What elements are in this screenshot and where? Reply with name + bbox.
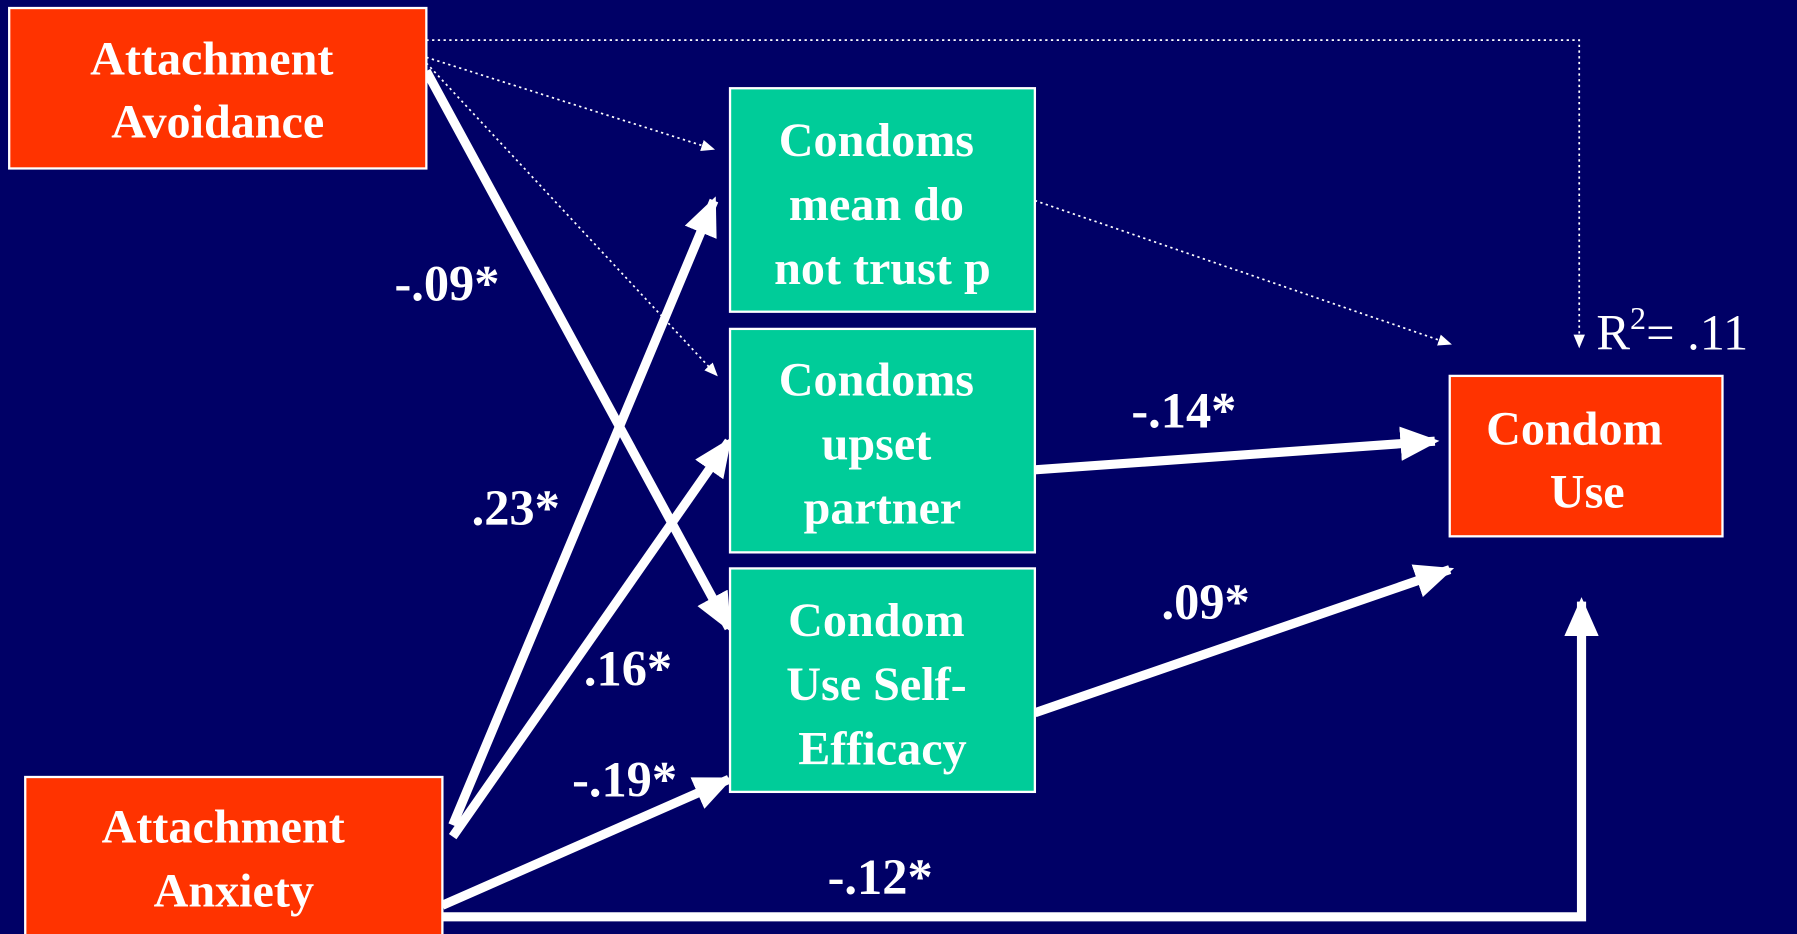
path-coefficient: -.14*	[1131, 382, 1236, 438]
node-line: Efficacy	[798, 722, 966, 775]
arrow	[1034, 426, 1440, 475]
path-coefficient: .16*	[584, 640, 672, 696]
node-line: Anxiety	[154, 864, 314, 917]
arrow	[448, 196, 719, 827]
arrow	[448, 437, 733, 840]
r-squared: R2= .11	[1596, 300, 1748, 361]
arrow	[422, 68, 733, 633]
arrow	[1033, 564, 1455, 718]
node-line: upset	[822, 418, 932, 471]
path-coefficient: -.09*	[394, 255, 499, 311]
node-line: Use Self-	[786, 658, 966, 711]
dotted-arrow	[1034, 199, 1452, 346]
node-label: Condoms upset partner	[779, 353, 986, 534]
node-label: Condom Use Self- Efficacy	[786, 594, 978, 775]
node-line: Condom	[788, 594, 965, 647]
arrow	[440, 775, 734, 910]
path-coefficient: -.12*	[828, 849, 933, 905]
dotted-arrow	[426, 56, 716, 151]
arrow	[442, 597, 1599, 922]
path-coefficient: -.19*	[572, 751, 677, 807]
node-line: Use	[1550, 466, 1625, 519]
node-label: Attachment Anxiety	[102, 800, 357, 917]
node-box	[24, 775, 444, 934]
node-line: not trust p	[774, 242, 991, 295]
node-box	[728, 567, 1037, 794]
node-box	[1448, 374, 1724, 538]
node-line: Attachment	[102, 800, 345, 853]
r-squared-sup: 2	[1630, 300, 1646, 336]
dotted-arrow	[425, 62, 718, 377]
node-box	[728, 87, 1037, 313]
path-coefficient: .09*	[1162, 574, 1250, 630]
node-line: Avoidance	[111, 96, 324, 149]
path-coefficient: .23*	[472, 480, 560, 536]
node-label: Condoms mean do not trust p	[774, 114, 991, 295]
node-line: Attachment	[90, 32, 333, 85]
r-squared-value: = .11	[1646, 305, 1748, 361]
node-box	[728, 327, 1037, 554]
node-label: Condom Use	[1486, 403, 1675, 519]
node-box	[8, 6, 428, 170]
node-line: Condoms	[779, 353, 974, 406]
dotted-arrow	[426, 39, 1585, 349]
node-line: Condoms	[779, 114, 974, 167]
r-squared-base: R	[1596, 305, 1630, 361]
node-line: partner	[804, 482, 962, 535]
node-line: Condom	[1486, 403, 1663, 456]
node-line: mean do	[789, 178, 964, 231]
node-label: Attachment Avoidance	[90, 32, 345, 148]
